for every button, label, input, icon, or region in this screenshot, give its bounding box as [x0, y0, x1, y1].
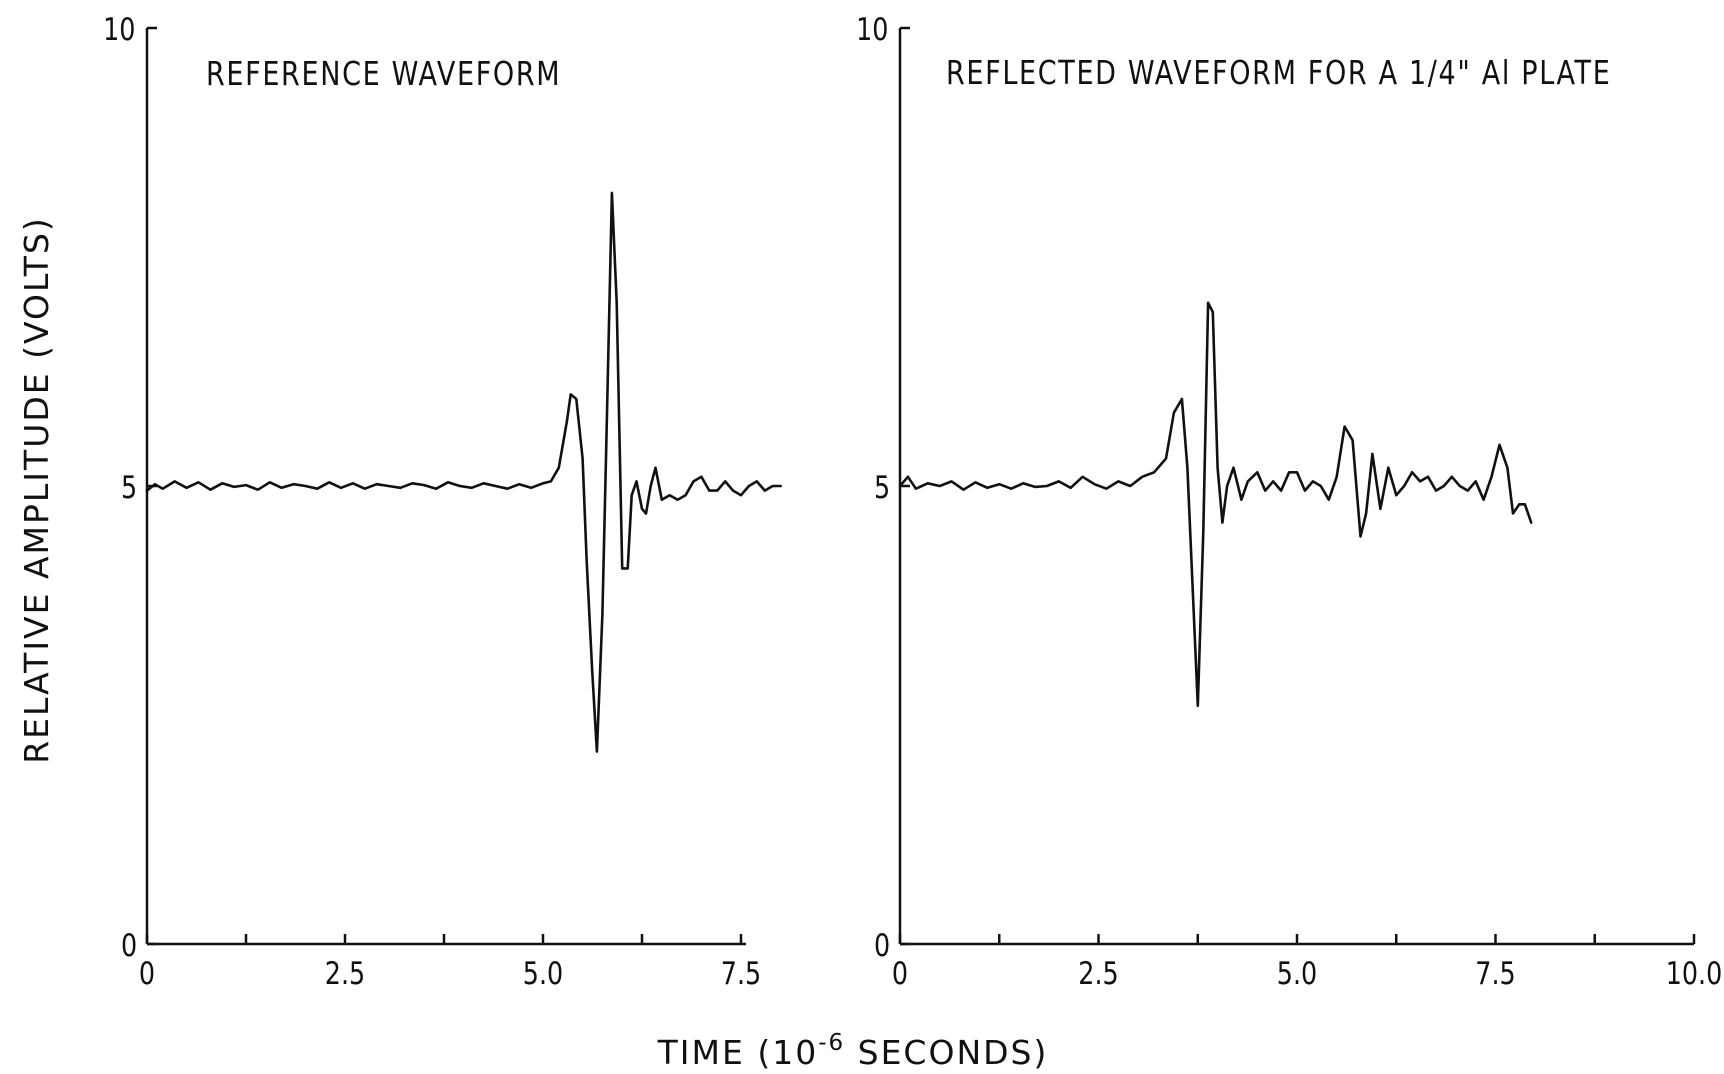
- reflected-y-tick-label: 0: [874, 928, 890, 964]
- reference-x-tick-label: 5.0: [523, 956, 563, 992]
- reflected-x-tick-label: 2.5: [1078, 956, 1118, 992]
- reference-axes: 0 5 10 0 2.5 5.0 7.5: [103, 12, 761, 992]
- reflected-y-tick-label: 5: [874, 470, 890, 506]
- reference-y-tick-label: 0: [121, 928, 137, 964]
- reference-y-tick-label: 5: [121, 470, 137, 506]
- reflected-y-tick-label: 10: [856, 12, 888, 48]
- reflected-axes: 0 5 10 0 2.5 5.0 7.5 10.0: [856, 12, 1722, 992]
- reference-x-tick-label: 7.5: [721, 956, 761, 992]
- reference-waveform-panel: REFERENCE WAVEFORM 0 5 10 0 2.5 5.0 7.5: [103, 12, 782, 992]
- reflected-panel-title: REFLECTED WAVEFORM FOR A 1/4" Al PLATE: [946, 54, 1611, 92]
- reflected-waveform-panel: REFLECTED WAVEFORM FOR A 1/4" Al PLATE 0…: [856, 12, 1722, 992]
- x-axis-title: TIME (10-6 SECONDS): [657, 1030, 1049, 1072]
- reference-trace-group: [145, 191, 782, 753]
- y-axis-title: RELATIVE AMPLITUDE (VOLTS): [17, 216, 56, 764]
- reference-waveform-line: [145, 191, 782, 753]
- reflected-x-tick-label: 7.5: [1475, 956, 1515, 992]
- reference-x-tick-label: 0: [139, 956, 155, 992]
- x-axis-title-suffix: SECONDS): [845, 1033, 1048, 1072]
- reflected-x-tick-label: 10.0: [1666, 956, 1723, 992]
- reference-y-tick-label: 10: [103, 12, 135, 48]
- reference-x-tick-label: 2.5: [325, 956, 365, 992]
- reflected-x-tick-label: 5.0: [1277, 956, 1317, 992]
- x-axis-title-exponent: -6: [818, 1030, 845, 1056]
- x-axis-title-prefix: TIME (10: [657, 1033, 819, 1072]
- reflected-waveform-line: [898, 301, 1533, 708]
- reflected-x-tick-label: 0: [892, 956, 908, 992]
- reference-panel-title: REFERENCE WAVEFORM: [206, 55, 561, 93]
- reflected-trace-group: [898, 301, 1533, 708]
